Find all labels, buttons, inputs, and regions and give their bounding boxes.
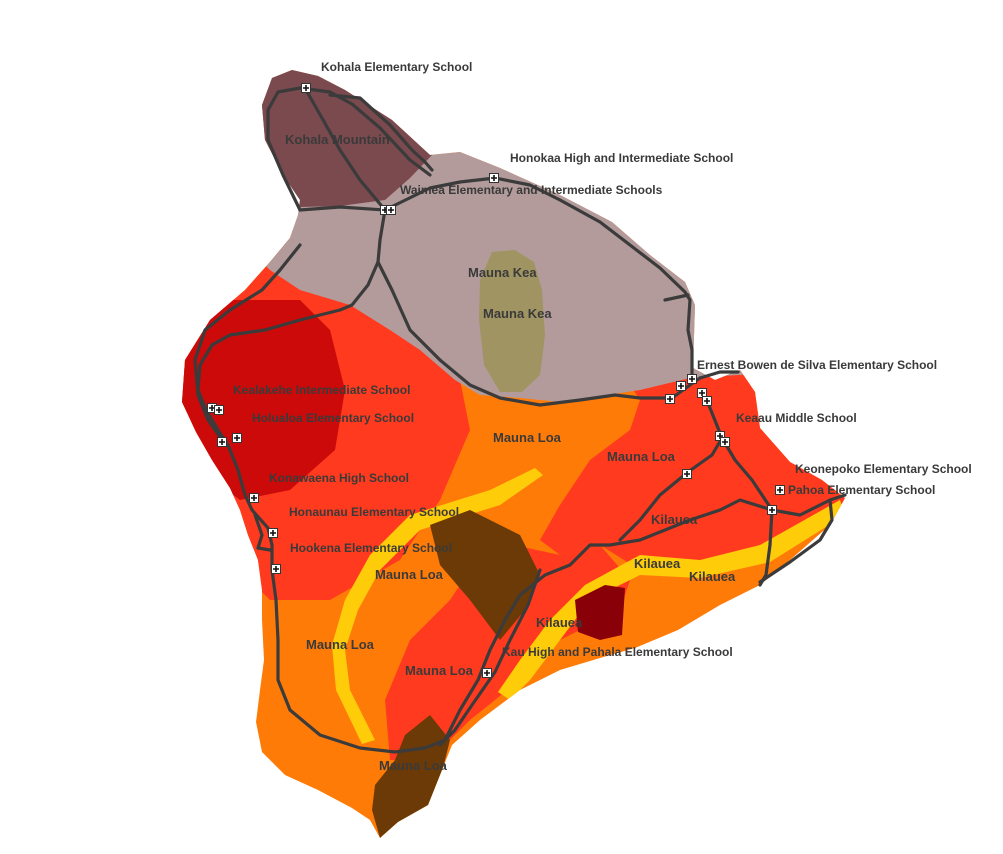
zone-mauna-kea-summit <box>479 250 545 392</box>
school-marker-kealakehe[interactable] <box>214 405 224 415</box>
region-label-mauna-loa: Mauna Loa <box>405 663 474 678</box>
region-label-kilauea: Kilauea <box>689 569 736 584</box>
school-marker-holualoa[interactable] <box>232 433 242 443</box>
school-label-waimea: Waimea Elementary and Intermediate Schoo… <box>400 183 663 197</box>
school-marker-hookena[interactable] <box>271 564 281 574</box>
school-marker-holualoa[interactable] <box>217 437 227 447</box>
region-label-mauna-kea: Mauna Kea <box>483 306 552 321</box>
hazard-zones <box>182 70 845 838</box>
region-label-kilauea: Kilauea <box>536 615 583 630</box>
school-marker-kau[interactable] <box>482 668 492 678</box>
school-marker-ernest-bowen[interactable] <box>676 381 686 391</box>
school-marker-ernest-bowen[interactable] <box>665 394 675 404</box>
road-network <box>193 86 847 754</box>
region-label-mauna-loa: Mauna Loa <box>379 758 448 773</box>
school-marker-waimea[interactable] <box>386 205 396 215</box>
school-label-honaunau: Honaunau Elementary School <box>289 505 459 519</box>
school-marker-pahoa[interactable] <box>775 485 785 495</box>
region-labels: Kohala Mountain Mauna Kea Mauna Kea Maun… <box>285 132 736 773</box>
school-label-keaau: Keaau Middle School <box>736 411 857 425</box>
school-label-hookena: Hookena Elementary School <box>290 541 452 555</box>
school-marker-keaau[interactable] <box>702 396 712 406</box>
school-marker-kohala[interactable] <box>301 83 311 93</box>
school-marker-ernest-bowen[interactable] <box>687 374 697 384</box>
school-marker-keonepoko[interactable] <box>767 505 777 515</box>
region-label-kilauea: Kilauea <box>651 512 698 527</box>
school-label-honokaa: Honokaa High and Intermediate School <box>510 151 733 165</box>
zone-red-south <box>385 540 630 760</box>
school-labels: Kohala Elementary School Honokaa High an… <box>233 60 972 659</box>
school-label-konawaena: Konawaena High School <box>269 471 409 485</box>
school-label-holualoa: Holualoa Elementary School <box>252 411 414 425</box>
school-label-keonepoko: Keonepoko Elementary School <box>795 462 972 476</box>
school-marker-honaunau[interactable] <box>268 528 278 538</box>
region-label-mauna-loa: Mauna Loa <box>607 449 676 464</box>
school-marker-keaau[interactable] <box>682 469 692 479</box>
region-label-mauna-loa: Mauna Loa <box>306 637 375 652</box>
region-label-mauna-kea: Mauna Kea <box>468 265 537 280</box>
school-label-kau: Kau High and Pahala Elementary School <box>502 645 733 659</box>
school-marker-keaau[interactable] <box>720 437 730 447</box>
school-label-pahoa: Pahoa Elementary School <box>788 483 935 497</box>
school-label-kohala: Kohala Elementary School <box>321 60 472 74</box>
region-label-mauna-loa: Mauna Loa <box>493 430 562 445</box>
region-label-kohala-mountain: Kohala Mountain <box>285 132 390 147</box>
zone-yellow-arc-east <box>498 500 845 700</box>
school-markers <box>207 83 785 678</box>
region-label-mauna-loa: Mauna Loa <box>375 567 444 582</box>
school-label-ernest-bowen: Ernest Bowen de Silva Elementary School <box>697 358 937 372</box>
school-marker-konawaena[interactable] <box>249 493 259 503</box>
school-label-kealakehe: Kealakehe Intermediate School <box>233 383 410 397</box>
school-marker-honokaa[interactable] <box>489 173 499 183</box>
region-label-kilauea: Kilauea <box>634 556 681 571</box>
zone-maroon <box>575 585 625 640</box>
